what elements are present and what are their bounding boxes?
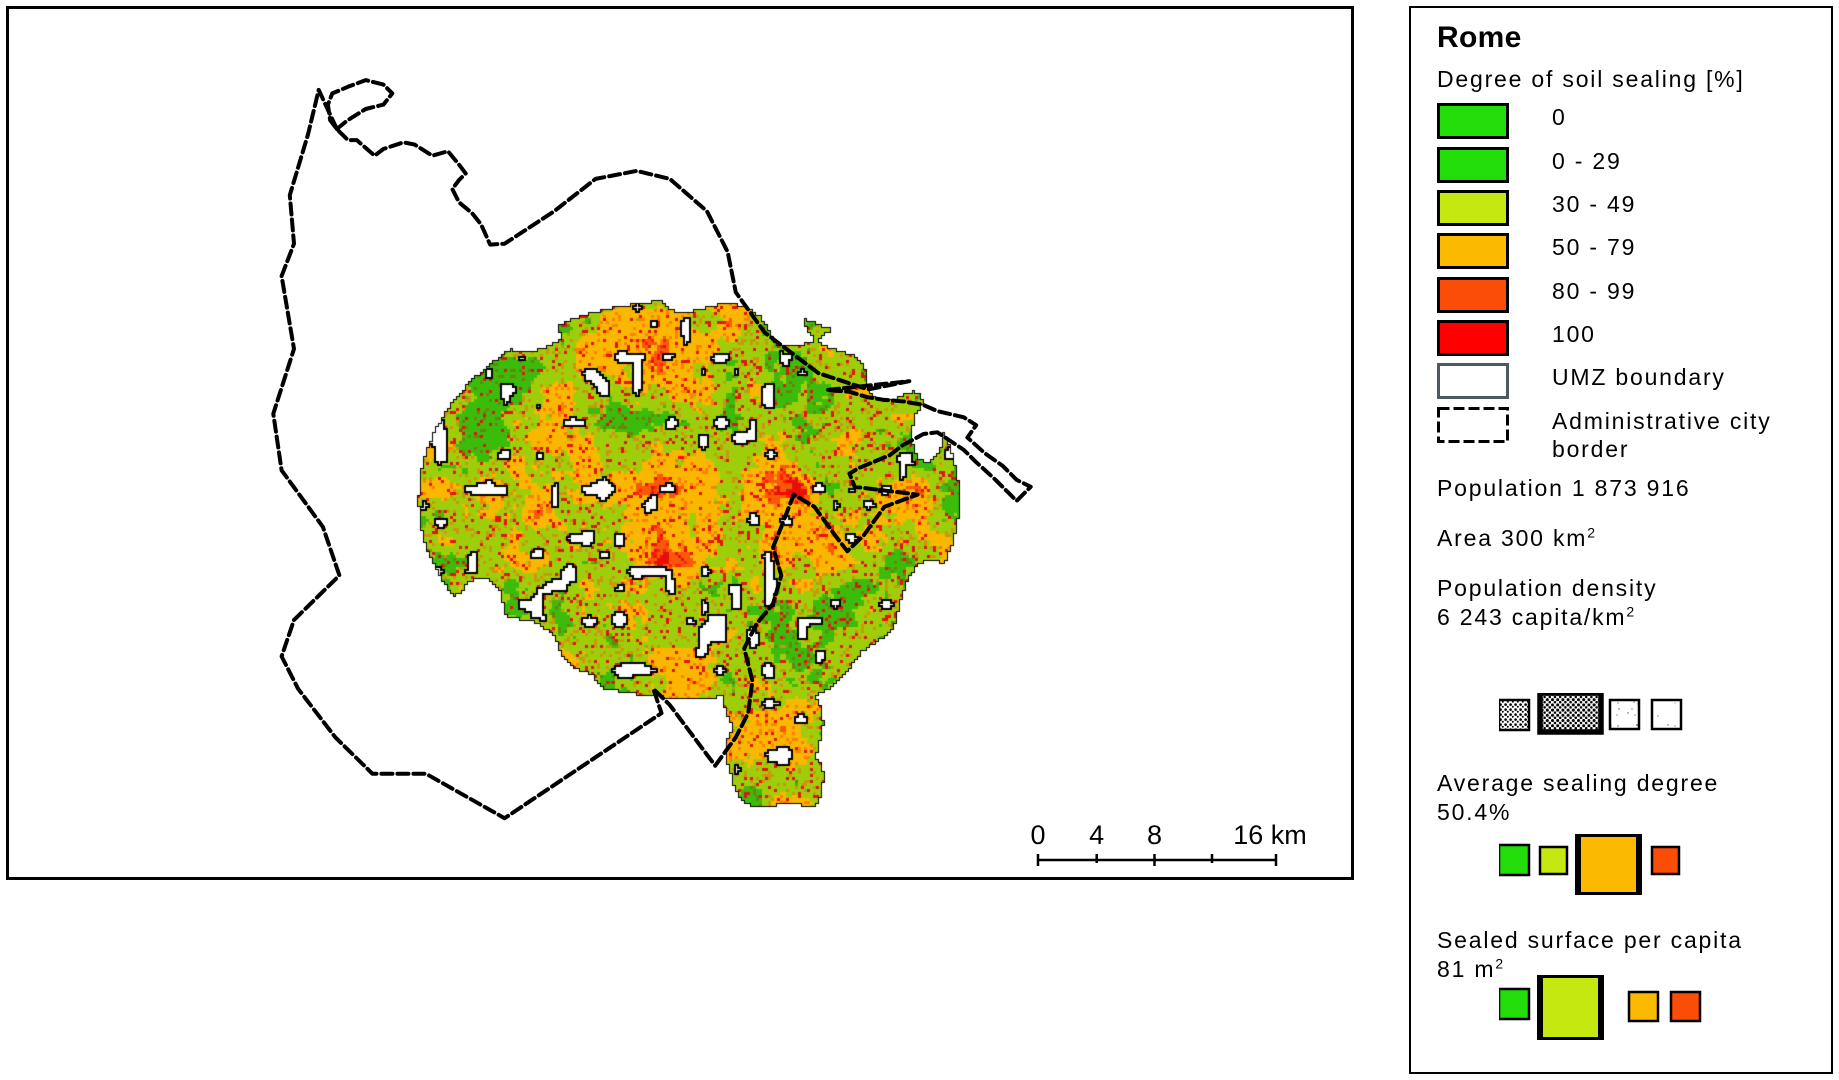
svg-text:4: 4 [1089,820,1104,850]
svg-text:0: 0 [1030,820,1045,850]
svg-text:16 km: 16 km [1233,820,1307,850]
svg-text:8: 8 [1147,820,1162,850]
